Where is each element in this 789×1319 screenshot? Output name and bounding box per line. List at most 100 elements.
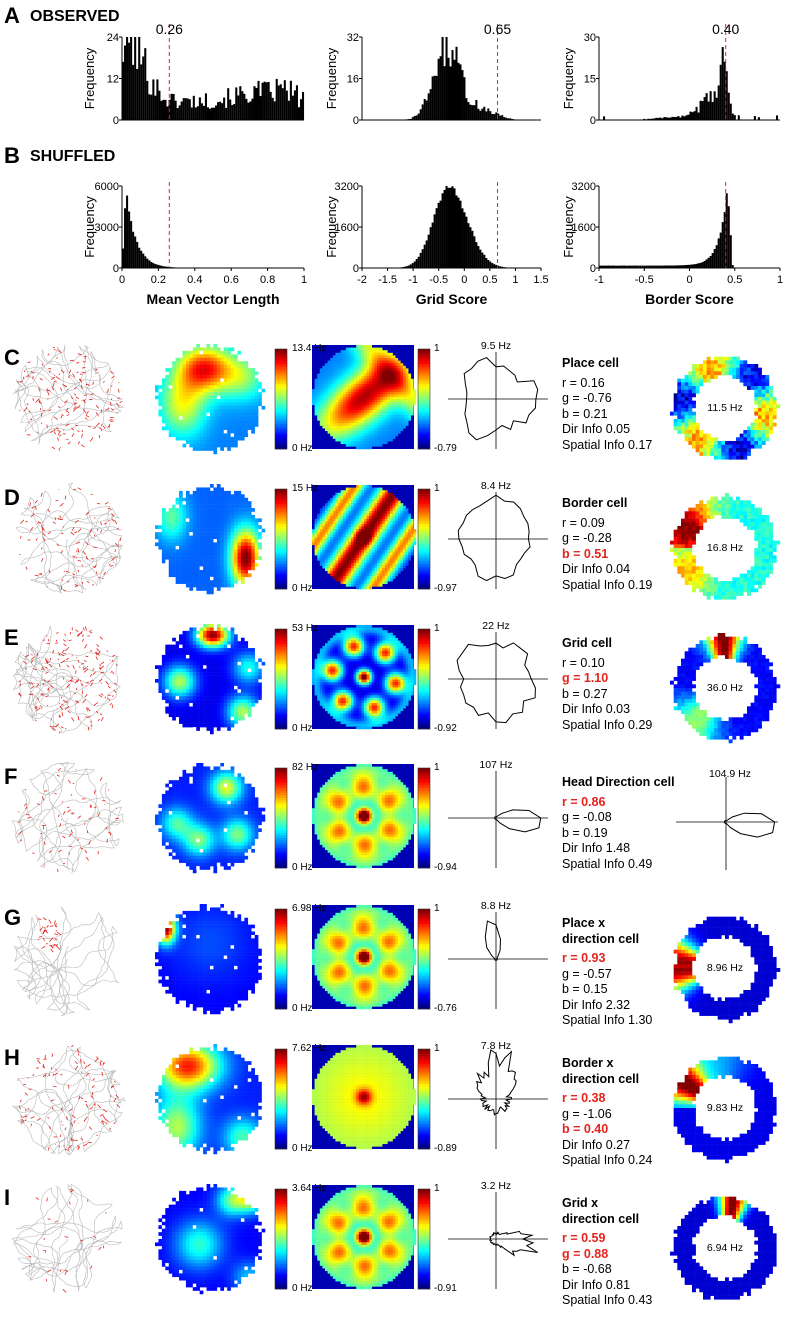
histogram-bar xyxy=(754,116,756,120)
histogram-bar xyxy=(463,77,465,120)
cell-graphics xyxy=(0,619,789,759)
histogram-bar xyxy=(247,103,249,120)
y-axis-label: Frequency xyxy=(82,196,97,258)
autocorr-colorbar xyxy=(418,489,430,589)
histogram-bar xyxy=(179,105,181,120)
histogram-bar xyxy=(416,115,418,120)
rate-min-label: 0 Hz xyxy=(292,724,313,734)
histogram-bar xyxy=(469,105,471,120)
autocorrelogram xyxy=(312,485,416,589)
histogram-bar xyxy=(722,47,724,120)
histogram-bar xyxy=(173,94,175,120)
histogram-bar xyxy=(720,65,722,120)
histogram-bar xyxy=(432,223,434,268)
rate-min-label: 0 Hz xyxy=(292,863,313,873)
x-tick-label: -1.5 xyxy=(378,274,397,286)
histogram-bar xyxy=(233,104,235,120)
threshold-label: 0.40 xyxy=(712,21,739,37)
rate-min-label: 0 Hz xyxy=(292,444,313,454)
histogram-bar xyxy=(171,94,173,120)
histogram-bar xyxy=(203,106,205,120)
ring-map-peak-label: 6.94 Hz xyxy=(690,1243,760,1254)
stat-line: Spatial Info 0.49 xyxy=(562,857,675,873)
histogram-bar xyxy=(452,50,454,120)
histogram-bar xyxy=(132,65,134,120)
stat-line: r = 0.10 xyxy=(562,656,652,672)
secondary-polar-peak-label: 104.9 Hz xyxy=(700,769,760,780)
autocorr-min-label: -0.89 xyxy=(434,1144,457,1154)
histogram-bar xyxy=(499,116,501,120)
histogram-bar xyxy=(716,98,718,120)
cell-type-title: Border x xyxy=(562,1056,652,1072)
x-tick-label: 1 xyxy=(512,274,518,286)
y-axis-label: Frequency xyxy=(561,196,576,258)
x-tick-label: 0 xyxy=(119,274,125,286)
histogram-bar xyxy=(239,86,241,120)
histogram-bar xyxy=(424,245,426,268)
histogram-bar xyxy=(296,85,298,120)
polar-peak-label: 8.4 Hz xyxy=(476,481,516,492)
histogram-bar xyxy=(126,37,128,120)
histogram-bar xyxy=(696,264,698,268)
histogram-bar xyxy=(730,235,732,268)
histogram-bar xyxy=(237,95,239,120)
histogram-bar xyxy=(410,264,412,268)
stat-line: b = 0.40 xyxy=(562,1122,652,1138)
histogram-bar xyxy=(469,227,471,268)
x-tick-label: 1 xyxy=(777,274,783,286)
rate-colorbar xyxy=(275,1189,287,1289)
ring-map-peak-label: 11.5 Hz xyxy=(690,403,760,414)
histogram-bar xyxy=(195,107,197,120)
histogram-bar xyxy=(698,112,700,120)
histogram-bar xyxy=(243,94,245,120)
histogram-bar xyxy=(136,69,138,120)
rate-max-label: 15 Hz xyxy=(292,484,318,494)
autocorr-colorbar xyxy=(418,768,430,868)
autocorr-max-label: 1 xyxy=(434,1044,440,1054)
trajectory-plot xyxy=(13,1045,125,1155)
histogram-bar xyxy=(446,186,448,268)
histogram-bar xyxy=(144,48,146,120)
y-tick-label: 0 xyxy=(113,115,119,127)
histogram-bar xyxy=(434,76,436,120)
polar-plot xyxy=(448,1192,548,1289)
histogram-bar xyxy=(448,58,450,120)
stat-line: Dir Info 0.81 xyxy=(562,1278,652,1294)
x-tick-label: 0.2 xyxy=(151,274,166,286)
cell-type-title: Grid cell xyxy=(562,636,652,652)
histogram-bar xyxy=(266,82,268,120)
histogram-bar xyxy=(694,264,696,268)
histogram-bar xyxy=(730,104,732,120)
histogram-bar xyxy=(453,188,455,268)
histogram-bar xyxy=(209,109,211,120)
y-tick-label: 0 xyxy=(590,115,596,127)
histogram-bar xyxy=(465,98,467,120)
histogram-bar xyxy=(426,101,428,121)
histogram-bar xyxy=(459,64,461,120)
histogram-bar xyxy=(245,99,247,120)
histogram-bar xyxy=(414,261,416,268)
x-tick-label: 0 xyxy=(686,274,692,286)
histogram-bar xyxy=(251,99,253,120)
histogram-bar xyxy=(416,259,418,268)
y-axis-label: Frequency xyxy=(324,47,339,109)
histogram-bar xyxy=(144,256,146,268)
x-tick-label: -1 xyxy=(594,274,604,286)
cell-type-title: direction cell xyxy=(562,932,652,948)
histogram-bar xyxy=(282,88,284,120)
histogram-bar xyxy=(207,107,209,120)
histogram-bar xyxy=(138,248,140,268)
autocorr-min-label: -0.76 xyxy=(434,1004,457,1014)
rate-map xyxy=(155,763,265,873)
histogram-bar xyxy=(690,112,692,120)
rate-map xyxy=(155,904,262,1014)
histogram-bar xyxy=(710,256,712,268)
histogram-bar xyxy=(428,235,430,268)
cell-type-title: direction cell xyxy=(562,1212,652,1228)
histogram-bar xyxy=(475,242,477,268)
rate-map xyxy=(155,484,265,594)
histogram-bar xyxy=(422,249,424,268)
